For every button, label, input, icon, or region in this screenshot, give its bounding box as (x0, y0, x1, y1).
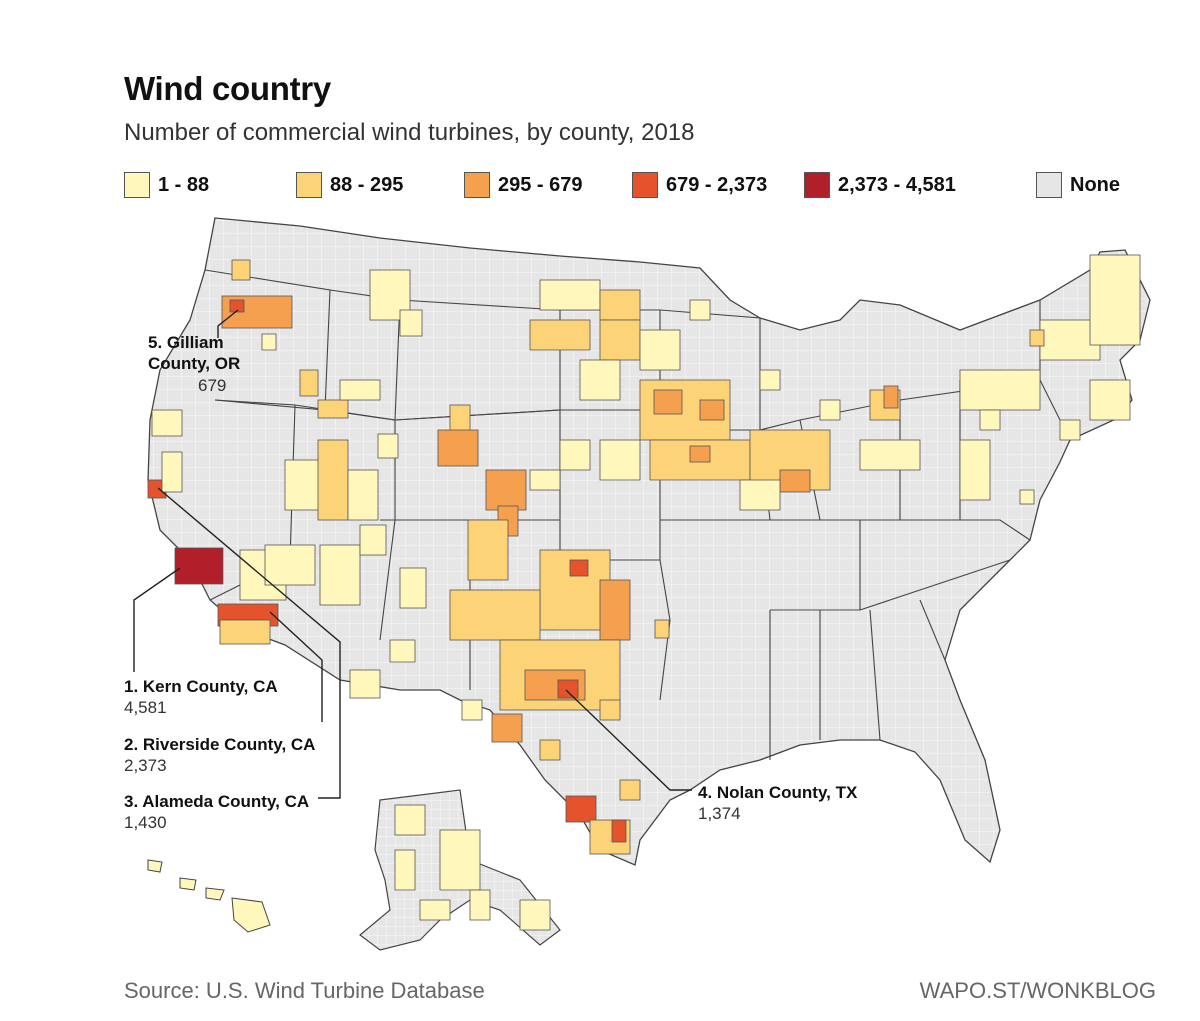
legend-label: 679 - 2,373 (666, 173, 768, 196)
annotation-value: 679 (198, 375, 227, 395)
credit-link[interactable]: WAPO.ST/WONKBLOG (919, 978, 1156, 1003)
annotation-name-line1: 5. Gilliam (148, 333, 224, 352)
legend-swatch (296, 172, 322, 198)
legend-swatch (1036, 172, 1062, 198)
source-note: Source: U.S. Wind Turbine Database (124, 978, 485, 1003)
legend-label: 295 - 679 (498, 173, 583, 196)
hawaii-shape (147, 859, 271, 933)
legend-item-2373-4581: 2,373 - 4,581 (804, 172, 956, 198)
legend-swatch (632, 172, 658, 198)
annotation-name: 3. Alameda County, CA (124, 792, 310, 811)
annotation-name: 1. Kern County, CA (124, 677, 278, 696)
legend-swatch (464, 172, 490, 198)
legend-item-88-295: 88 - 295 (296, 172, 403, 198)
legend-item-1-88: 1 - 88 (124, 172, 209, 198)
legend-swatch (124, 172, 150, 198)
county-fills (147, 254, 1141, 931)
legend-label: 2,373 - 4,581 (838, 173, 956, 196)
chart-subtitle: Number of commercial wind turbines, by c… (124, 119, 695, 146)
chart-title: Wind country (124, 70, 331, 107)
annotation-leader-lines (133, 309, 692, 799)
legend-swatch (804, 172, 830, 198)
legend-label: 1 - 88 (158, 173, 210, 196)
legend-item-none: None (1036, 172, 1120, 198)
annotation-name: 4. Nolan County, TX (698, 783, 858, 802)
contiguous-us-shape (147, 217, 1151, 866)
annotation-value: 2,373 (124, 756, 167, 776)
annotation-name: 2. Riverside County, CA (124, 735, 316, 754)
annotation-value: 1,430 (124, 813, 167, 833)
legend: 1 - 88 88 - 295 295 - 679 679 - 2,373 2,… (0, 172, 1200, 204)
annotation-alameda: 3. Alameda County, CA 1,430 (124, 791, 309, 834)
legend-label: None (1070, 173, 1120, 196)
annotation-kern: 1. Kern County, CA 4,581 (124, 676, 278, 719)
annotation-gilliam: 5. Gilliam County, OR 679 (148, 332, 240, 396)
annotation-nolan: 4. Nolan County, TX 1,374 (698, 782, 857, 825)
legend-item-679-2373: 679 - 2,373 (632, 172, 767, 198)
annotation-value: 1,374 (698, 804, 741, 824)
annotation-name-line2: County, OR (148, 354, 241, 374)
legend-item-295-679: 295 - 679 (464, 172, 583, 198)
annotation-value: 4,581 (124, 698, 167, 718)
legend-label: 88 - 295 (330, 173, 404, 196)
annotation-riverside: 2. Riverside County, CA 2,373 (124, 734, 315, 777)
